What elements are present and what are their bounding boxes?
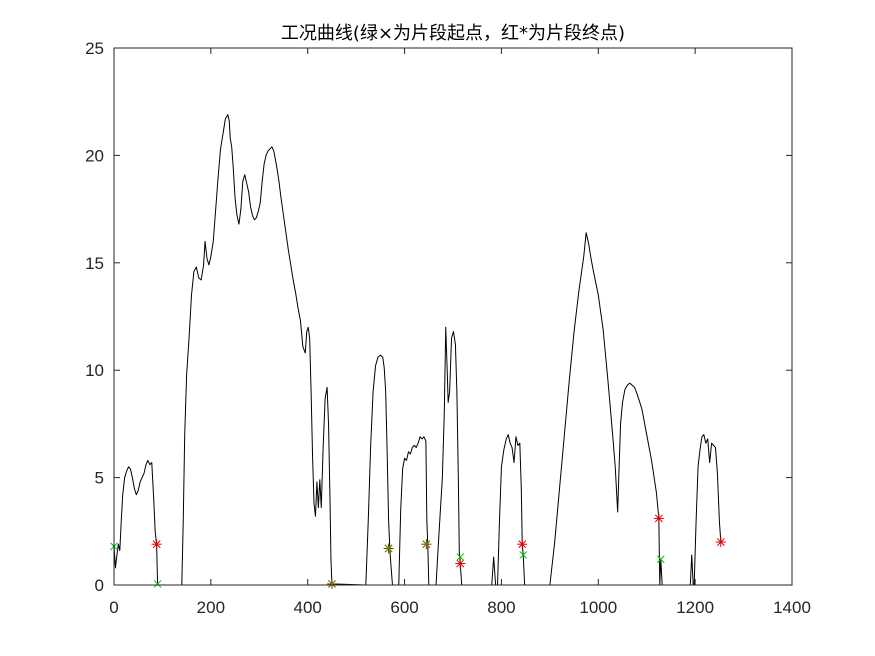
x-tick-label: 600 <box>390 598 418 617</box>
end-point-marker <box>517 539 528 550</box>
end-point-marker <box>653 513 664 524</box>
end-point-marker <box>151 539 162 550</box>
start-point-marker <box>656 555 665 564</box>
plot-frame <box>113 47 793 586</box>
series-layer <box>113 114 722 586</box>
end-point-marker <box>455 558 466 569</box>
y-tick-label: 10 <box>85 361 104 380</box>
chart-title: 工况曲线(绿×为片段起点，红*为片段终点) <box>281 23 625 44</box>
start-point-marker <box>422 540 431 549</box>
x-tick-label: 1000 <box>579 598 617 617</box>
y-tick-label: 15 <box>85 254 104 273</box>
y-tick-label: 5 <box>95 469 104 488</box>
start-point-marker <box>384 544 393 553</box>
start-point-marker <box>519 551 528 559</box>
y-tick-label: 0 <box>95 576 104 595</box>
x-tick-label: 400 <box>294 598 322 617</box>
x-tick-label: 1200 <box>676 598 714 617</box>
start-point-marker <box>153 580 162 588</box>
start-point-marker <box>456 553 465 561</box>
y-tick-label: 25 <box>85 39 104 58</box>
x-tick-label: 800 <box>487 598 515 617</box>
y-tick-label: 20 <box>85 146 104 165</box>
plot-area <box>114 48 792 585</box>
x-tick-label: 0 <box>109 598 118 617</box>
markers-layer <box>110 513 726 589</box>
start-point-marker <box>328 580 336 588</box>
speed-series-line <box>113 114 722 586</box>
end-point-marker <box>715 537 726 548</box>
x-tick-label: 1400 <box>773 598 811 617</box>
axis-ticks: 0 200 400 600 800 1000 1200 1400 0 5 10 15 20 25 <box>85 39 811 617</box>
x-tick-label: 200 <box>197 598 225 617</box>
